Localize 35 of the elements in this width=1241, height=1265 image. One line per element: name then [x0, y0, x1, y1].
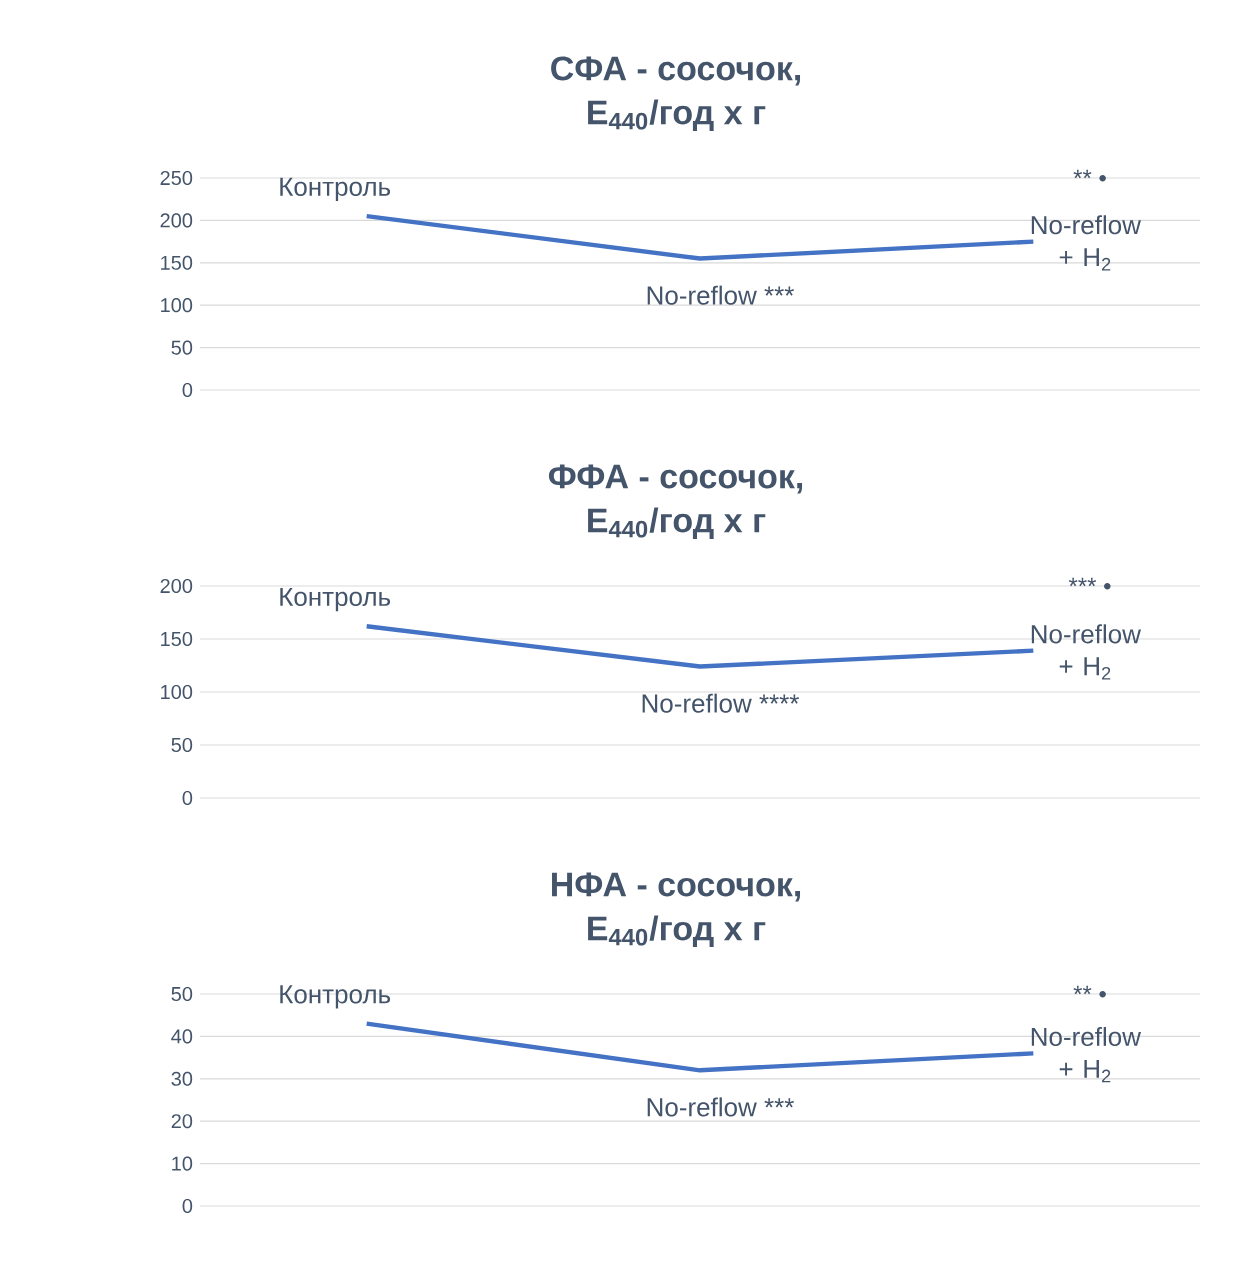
x-tick-label: Контроль — [280, 177, 391, 202]
y-tick-label: 200 — [160, 213, 193, 228]
y-tick-label: 150 — [161, 631, 193, 647]
y-tick-label: 150 — [161, 255, 193, 270]
x-tick-label: No-reflow *** — [647, 1097, 794, 1117]
y-tick-label: 20 — [171, 1114, 193, 1129]
y-tick-label: 30 — [171, 1071, 193, 1086]
y-tick-label: 0 — [182, 382, 193, 398]
chart-title: НФА - сосочок, — [552, 872, 801, 902]
x-tick-label: Контроль — [280, 985, 391, 1009]
y-tick-label: 50 — [171, 986, 193, 1002]
x-tick-label: No-reflow + H$_{2}$ — [1031, 624, 1142, 680]
chart-subtitle: E$_{440}$/год x г — [588, 507, 766, 539]
chart-subtitle: E$_{440}$/год x г — [588, 99, 766, 131]
x-tick-label: No-reflow + H$_{2}$ — [1031, 215, 1142, 271]
y-tick-label: 100 — [161, 684, 193, 700]
y-tick-label: 50 — [171, 340, 193, 355]
y-tick-label: 40 — [171, 1029, 193, 1044]
annotation: *** • — [1068, 577, 1111, 590]
x-tick-label: No-reflow **** — [642, 693, 800, 713]
chart-subtitle: E$_{440}$/год x г — [588, 915, 766, 947]
x-tick-label: No-reflow *** — [647, 285, 794, 305]
y-tick-label: 0 — [182, 1198, 193, 1214]
y-tick-label: 50 — [171, 737, 193, 753]
x-tick-label: Контроль — [280, 587, 391, 612]
y-tick-label: 10 — [172, 1156, 193, 1171]
chart-title: СФА - сосочок, — [551, 56, 801, 86]
y-tick-label: 0 — [182, 790, 193, 806]
annotation: ** • — [1073, 985, 1106, 998]
annotation: ** • — [1073, 169, 1106, 182]
y-tick-label: 100 — [161, 298, 193, 313]
x-tick-label: No-reflow + H$_{2}$ — [1031, 1027, 1142, 1083]
chart-title: ФФА - сосочок, — [548, 464, 803, 494]
y-tick-label: 250 — [160, 170, 193, 186]
y-tick-label: 200 — [160, 578, 193, 594]
